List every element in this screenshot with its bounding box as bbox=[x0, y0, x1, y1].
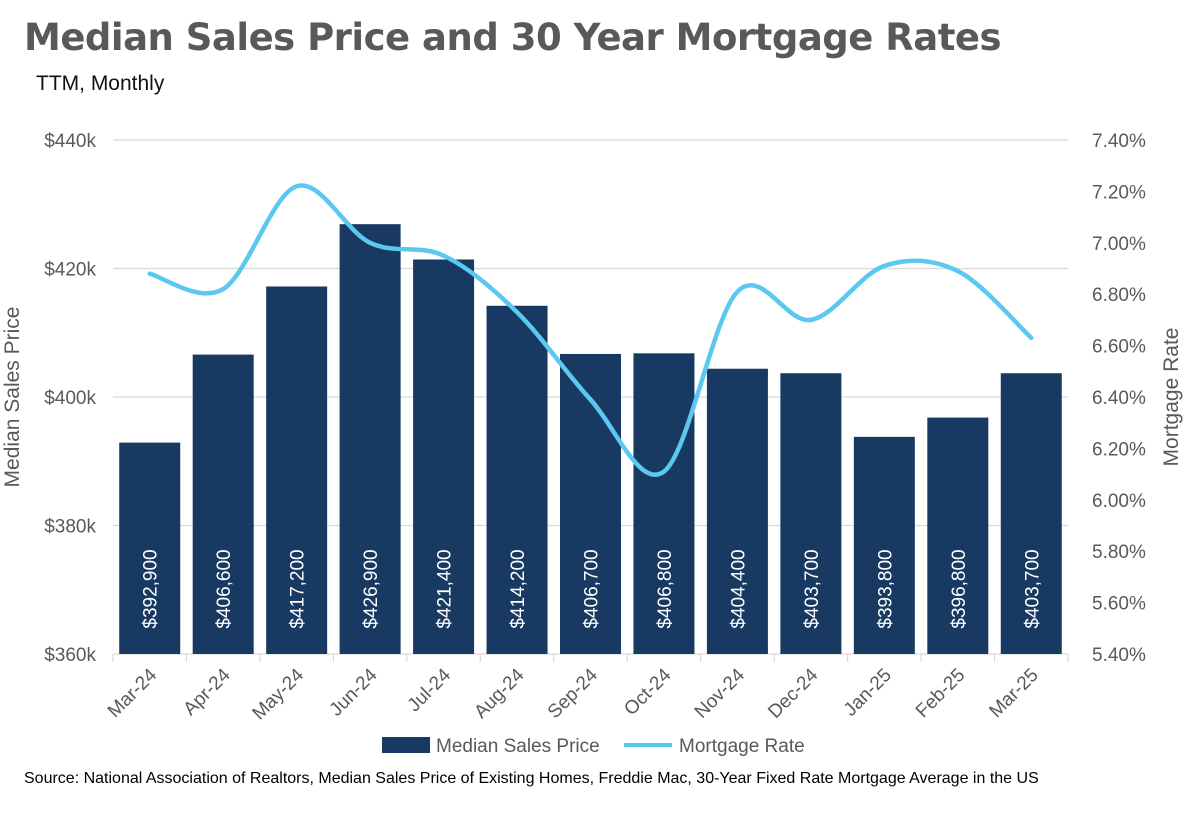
bar-label-Aug-24: $414,200 bbox=[508, 549, 529, 628]
bar-Nov-24 bbox=[706, 368, 768, 654]
y-axis-left-title: Median Sales Price bbox=[1, 307, 24, 488]
x-tick-label: Jul-24 bbox=[404, 664, 456, 716]
bar-Aug-24 bbox=[486, 305, 548, 654]
y-tick-label: $380k bbox=[44, 517, 96, 538]
y-tick-label: $400k bbox=[44, 388, 96, 409]
x-tick-label: Sep-24 bbox=[544, 664, 602, 722]
bar-Dec-24 bbox=[780, 373, 842, 654]
bar-Apr-24 bbox=[192, 354, 254, 654]
bar-label-Sep-24: $406,700 bbox=[582, 549, 603, 628]
bar-label-Jul-24: $421,400 bbox=[435, 549, 456, 628]
x-tick-label: Jan-25 bbox=[840, 665, 896, 721]
x-tick-label: Jun-24 bbox=[326, 664, 382, 720]
bar-Sep-24 bbox=[560, 353, 621, 654]
x-axis-ticks: Mar-24 Apr-24 May-24 Jun-24 Jul-24 Aug-24 Sep-… bbox=[104, 664, 1043, 724]
y2-tick-label: 7.00% bbox=[1092, 234, 1146, 255]
bar-label-Oct-24: $406,800 bbox=[655, 549, 676, 628]
bar-label-Mar-25: $403,700 bbox=[1022, 549, 1043, 628]
bar-label-Jun-24: $426,900 bbox=[361, 549, 382, 628]
bar-Oct-24 bbox=[633, 353, 695, 654]
y2-tick-label: 6.40% bbox=[1092, 388, 1146, 409]
y-axis-left-ticks: $360k $380k $400k $420k $440k bbox=[44, 131, 96, 666]
y2-tick-label: 7.20% bbox=[1092, 182, 1146, 203]
x-tick-label: Oct-24 bbox=[620, 664, 675, 719]
y-tick-label: $360k bbox=[44, 645, 96, 666]
x-tick-label: Aug-24 bbox=[470, 664, 528, 722]
x-tick-label: Dec-24 bbox=[764, 664, 822, 722]
x-tick-label: Mar-24 bbox=[104, 664, 162, 722]
chart-subtitle: TTM, Monthly bbox=[36, 72, 165, 95]
source-note: Source: National Association of Realtors… bbox=[24, 770, 1039, 787]
x-tick-label: Nov-24 bbox=[691, 664, 749, 722]
x-tick-label: Mar-25 bbox=[985, 665, 1042, 722]
legend-label-line: Mortgage Rate bbox=[679, 736, 805, 757]
y2-tick-label: 5.40% bbox=[1092, 645, 1146, 666]
bar-Jun-24 bbox=[339, 224, 401, 655]
y2-tick-label: 6.80% bbox=[1092, 285, 1146, 306]
bar-label-Dec-24: $403,700 bbox=[802, 549, 823, 628]
y-axis-right-ticks: 5.40% 5.60% 5.80% 6.00% 6.20% 6.40% 6.60% 6.80%… bbox=[1092, 131, 1146, 666]
x-tick-label: Apr-24 bbox=[180, 664, 235, 719]
bar-Mar-25 bbox=[1000, 373, 1062, 654]
y2-tick-label: 6.20% bbox=[1092, 439, 1146, 460]
y-tick-label: $420k bbox=[44, 260, 96, 281]
y2-tick-label: 5.60% bbox=[1092, 594, 1146, 615]
bar-Jan-25 bbox=[853, 436, 915, 654]
mortgage-rate-line bbox=[147, 183, 1034, 477]
bar-data-labels: $392,900 $406,600 $417,200 $426,900 $421,400… bbox=[141, 549, 1044, 628]
bar-Feb-25 bbox=[927, 417, 989, 654]
y2-tick-label: 6.60% bbox=[1092, 337, 1146, 358]
legend: Median Sales Price Mortgage Rate bbox=[382, 736, 805, 757]
bar-label-Mar-24: $392,900 bbox=[141, 549, 162, 628]
bar-Mar-24 bbox=[119, 442, 181, 654]
y-tick-label: $440k bbox=[44, 131, 96, 152]
x-tick-label: Feb-25 bbox=[912, 665, 969, 722]
chart-title: Median Sales Price and 30 Year Mortgage … bbox=[24, 16, 1002, 59]
legend-label-bar: Median Sales Price bbox=[436, 736, 600, 757]
bar-series bbox=[119, 224, 1062, 655]
bar-label-Feb-25: $396,800 bbox=[949, 549, 970, 628]
bar-label-Nov-24: $404,400 bbox=[728, 549, 749, 628]
y2-tick-label: 6.00% bbox=[1092, 491, 1146, 512]
y-axis-right-title: Mortgage Rate bbox=[1160, 328, 1183, 467]
bar-May-24 bbox=[266, 286, 328, 654]
bar-Jul-24 bbox=[413, 259, 475, 654]
y2-tick-label: 5.80% bbox=[1092, 542, 1146, 563]
legend-swatch-bar bbox=[382, 737, 430, 753]
line-series bbox=[147, 183, 1034, 477]
y2-tick-label: 7.40% bbox=[1092, 131, 1146, 152]
bar-label-Jan-25: $393,800 bbox=[875, 549, 896, 628]
bar-label-May-24: $417,200 bbox=[288, 549, 309, 628]
x-tick-label: May-24 bbox=[249, 664, 309, 724]
bar-label-Apr-24: $406,600 bbox=[214, 549, 235, 628]
